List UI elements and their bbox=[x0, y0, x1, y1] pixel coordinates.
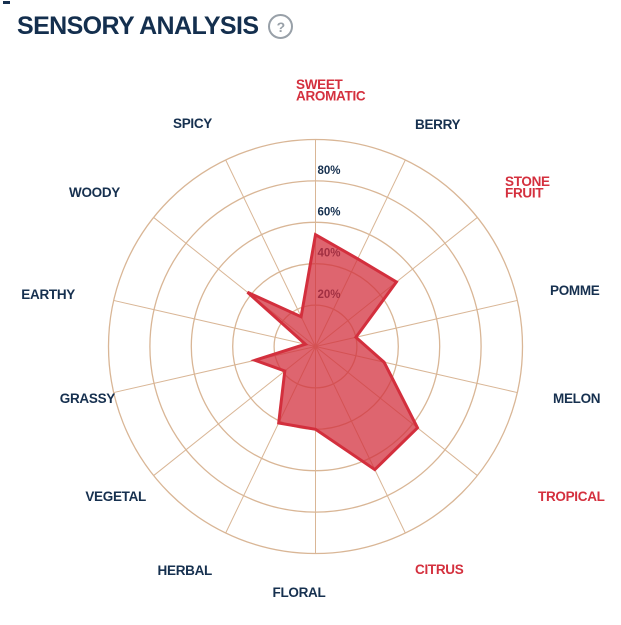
category-label-floral: FLORAL bbox=[273, 585, 326, 600]
category-label-herbal: HERBAL bbox=[158, 563, 213, 578]
section-header: SENSORY ANALYSIS ? bbox=[17, 12, 611, 41]
category-label-spicy: SPICY bbox=[173, 116, 212, 131]
help-icon[interactable]: ? bbox=[268, 14, 294, 39]
category-label-berry: BERRY bbox=[415, 117, 461, 132]
category-label-sweet-aromatic: SWEET AROMATIC bbox=[296, 77, 366, 104]
category-label-tropical: TROPICAL bbox=[538, 489, 605, 504]
grid-spoke bbox=[113, 299, 316, 347]
category-label-grassy: GRASSY bbox=[60, 391, 116, 406]
category-label-earthy: EARTHY bbox=[21, 287, 75, 302]
page-edge-mark bbox=[3, 1, 10, 4]
category-label-citrus: CITRUS bbox=[415, 562, 464, 577]
category-label-pomme: POMME bbox=[550, 283, 600, 298]
category-label-vegetal: VEGETAL bbox=[85, 489, 146, 504]
category-label-stone-fruit: STONE FRUIT bbox=[505, 174, 550, 201]
data-polygon bbox=[246, 232, 420, 472]
tick-label: 60% bbox=[318, 206, 341, 218]
category-label-woody: WOODY bbox=[69, 185, 120, 200]
page-title: SENSORY ANALYSIS bbox=[17, 12, 259, 40]
tick-label: 80% bbox=[318, 165, 341, 177]
category-label-melon: MELON bbox=[553, 391, 600, 406]
